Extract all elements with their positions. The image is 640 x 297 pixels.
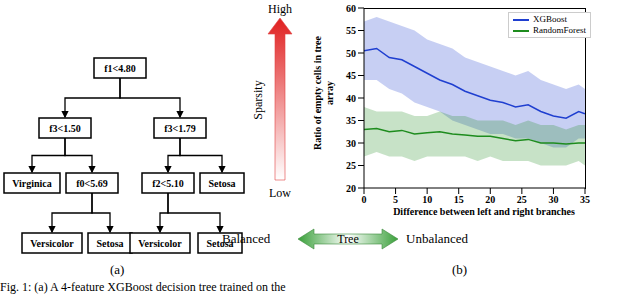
svg-text:5: 5 — [393, 194, 398, 205]
svg-text:Sparsity: Sparsity — [251, 80, 265, 119]
svg-text:55: 55 — [346, 25, 356, 36]
svg-text:10: 10 — [422, 194, 432, 205]
svg-text:15: 15 — [454, 194, 464, 205]
svg-text:f3<1.50: f3<1.50 — [49, 123, 81, 134]
svg-text:0: 0 — [362, 194, 367, 205]
svg-text:50: 50 — [346, 48, 356, 59]
svg-text:20: 20 — [485, 194, 495, 205]
svg-text:Setosa: Setosa — [208, 178, 235, 189]
html-text:(a): (a) — [110, 262, 125, 277]
svg-text:f3<1.79: f3<1.79 — [164, 123, 196, 134]
svg-text:45: 45 — [346, 70, 356, 81]
svg-text:35: 35 — [346, 115, 356, 126]
html-text:XGBoost: XGBoost — [533, 14, 567, 24]
svg-text:Unbalanced: Unbalanced — [406, 231, 469, 246]
svg-text:Setosa: Setosa — [96, 238, 123, 249]
svg-text:Setosa: Setosa — [206, 238, 234, 249]
svg-text:f2<5.10: f2<5.10 — [152, 178, 184, 189]
html-text:Ratio of empty cells in tree a: Ratio of empty cells in tree array — [312, 36, 335, 150]
svg-text:High: High — [268, 2, 292, 16]
html-text:(b): (b) — [452, 262, 468, 277]
svg-text:60: 60 — [346, 3, 356, 14]
svg-text:Versicolor: Versicolor — [138, 238, 182, 249]
svg-text:40: 40 — [346, 93, 356, 104]
svg-text:25: 25 — [517, 194, 527, 205]
svg-text:Balanced: Balanced — [222, 231, 271, 246]
svg-text:Tree: Tree — [337, 232, 359, 246]
html-text:RandomForest: RandomForest — [533, 25, 586, 35]
svg-text:Virginica: Virginica — [12, 178, 52, 189]
html-text:Fig. 1: (a) A 4-feature XGBoos: Fig. 1: (a) A 4-feature XGBoost decision… — [0, 280, 286, 294]
html-text:Difference between left and ri: Difference between left and right branch… — [393, 206, 575, 217]
svg-text:20: 20 — [346, 183, 356, 194]
svg-text:30: 30 — [346, 138, 356, 149]
svg-text:f1<4.80: f1<4.80 — [104, 63, 136, 74]
svg-text:30: 30 — [548, 194, 558, 205]
svg-text:25: 25 — [346, 160, 356, 171]
svg-text:f0<5.69: f0<5.69 — [76, 178, 108, 189]
svg-text:Low: Low — [269, 186, 291, 200]
svg-text:Versicolor: Versicolor — [30, 238, 74, 249]
svg-text:35: 35 — [580, 194, 590, 205]
